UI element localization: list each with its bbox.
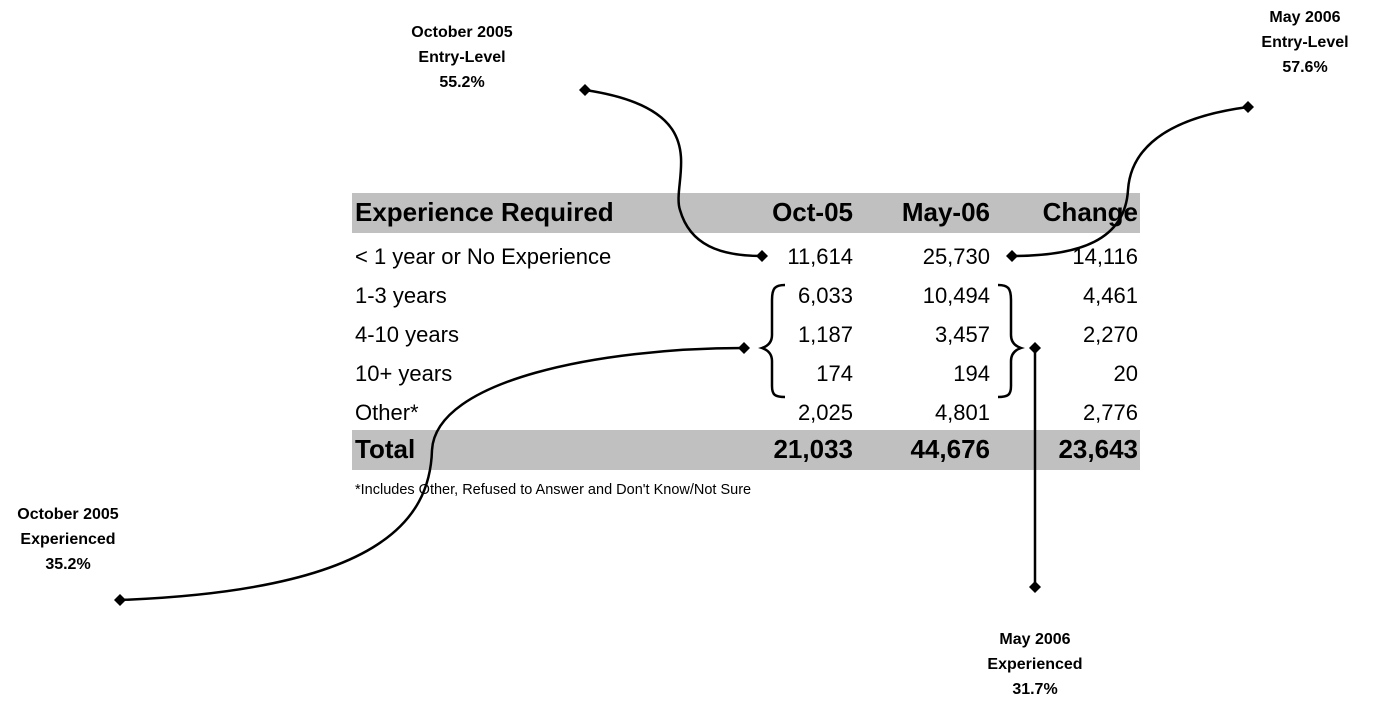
annotation-text: 35.2% — [45, 556, 90, 573]
total-band — [352, 430, 1140, 470]
footnote: *Includes Other, Refused to Answer and D… — [355, 482, 751, 498]
diamond — [1029, 581, 1041, 593]
connector — [1011, 105, 1249, 258]
table-cell: 2,776 — [1083, 400, 1138, 425]
annotation-text: May 2006 — [1269, 9, 1340, 26]
table-cell: 14,116 — [1072, 244, 1138, 269]
table-cell: 2,025 — [798, 400, 853, 425]
table-cell: 194 — [953, 361, 990, 386]
annotation-text: Experienced — [987, 656, 1082, 673]
annotation-text: October 2005 — [411, 24, 512, 41]
content: Experience Required Oct-05 May-06 Change< 1… — [17, 9, 1348, 698]
table-cell: 10+ years — [355, 361, 452, 386]
annotation-text: 57.6% — [1282, 59, 1327, 76]
table-cell: 174 — [816, 361, 853, 386]
table-cell: 3,457 — [935, 322, 990, 347]
diamond — [1029, 342, 1041, 354]
total-cell: 44,676 — [910, 434, 990, 464]
diamond — [756, 250, 768, 262]
table-cell: 20 — [1114, 361, 1138, 386]
annotation-text: 55.2% — [439, 74, 484, 91]
diamond — [114, 594, 126, 606]
table-cell: 11,614 — [787, 244, 853, 269]
table-cell: 25,730 — [923, 244, 990, 269]
header-cell: Experience Required — [355, 197, 614, 227]
annotation-text: May 2006 — [999, 631, 1070, 648]
annotation-text: Experienced — [20, 531, 115, 548]
header-cell: Oct-05 — [772, 197, 853, 227]
table-cell: 4,461 — [1083, 283, 1138, 308]
annotation-text: 31.7% — [1012, 681, 1057, 698]
diamonds — [114, 84, 1254, 606]
table-cell: 2,270 — [1083, 322, 1138, 347]
header-cell: May-06 — [902, 197, 990, 227]
table-cell: 4-10 years — [355, 322, 459, 347]
right-brace — [997, 283, 1025, 399]
annotation-text: October 2005 — [17, 506, 118, 523]
total-cell: 23,643 — [1058, 434, 1138, 464]
table-cell: Other* — [355, 400, 419, 425]
table-cell: 6,033 — [798, 283, 853, 308]
table-cell: 1,187 — [798, 322, 853, 347]
connector — [584, 88, 763, 258]
diamond — [1006, 250, 1018, 262]
table-cell: 1-3 years — [355, 283, 447, 308]
connector — [119, 346, 745, 602]
diamond — [579, 84, 591, 96]
annotation-text: Entry-Level — [1261, 34, 1348, 51]
table-cell: 10,494 — [923, 283, 990, 308]
diamond — [738, 342, 750, 354]
left-brace — [758, 283, 786, 399]
annotation-text: Entry-Level — [418, 49, 505, 66]
total-cell: 21,033 — [773, 434, 853, 464]
total-cell: Total — [355, 434, 415, 464]
diamond — [1242, 101, 1254, 113]
header-band — [352, 193, 1140, 233]
table-cell: 4,801 — [935, 400, 990, 425]
table-cell: < 1 year or No Experience — [355, 244, 611, 269]
